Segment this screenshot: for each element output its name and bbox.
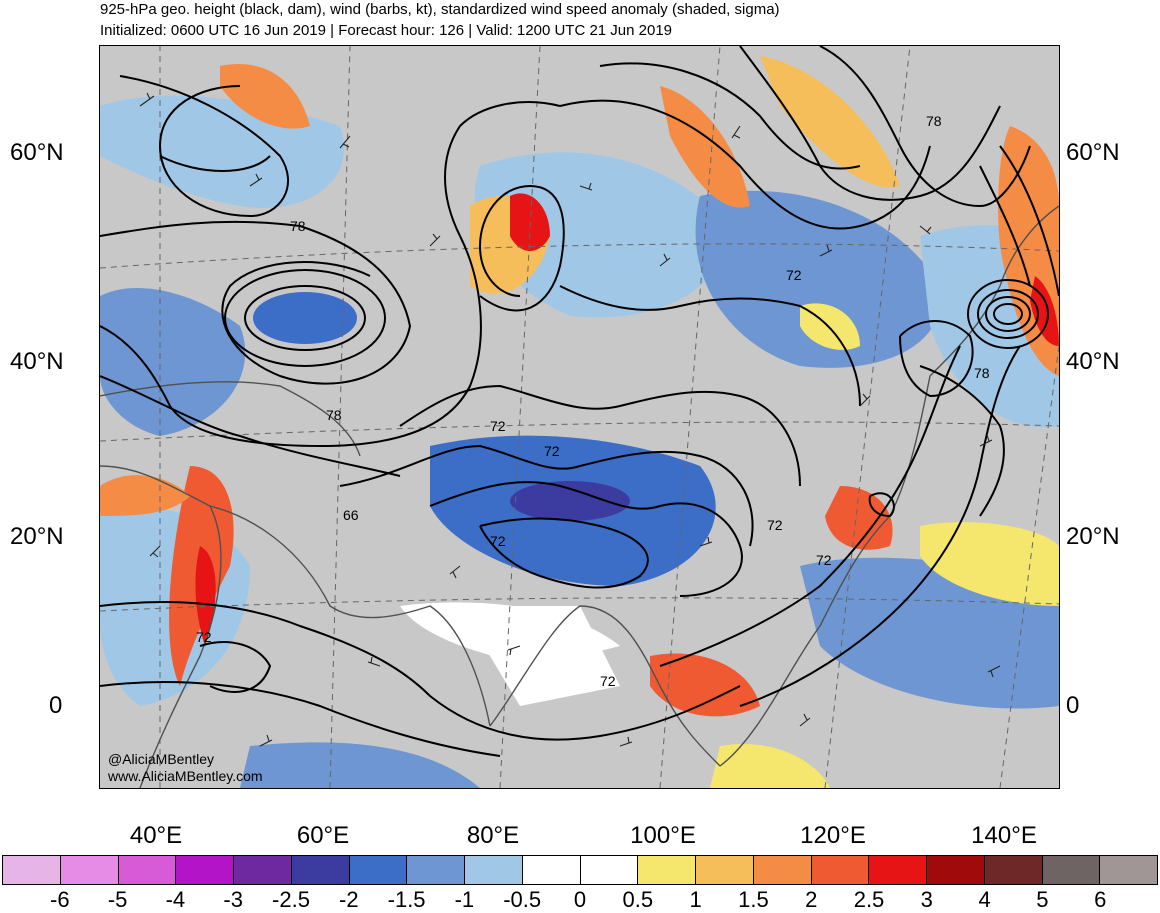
anomaly-shading [100, 56, 1059, 788]
lon-label: 140°E [971, 822, 1037, 849]
lon-label: 40°E [129, 822, 183, 849]
colorbar-label: -4 [165, 887, 186, 912]
credit-site: www.AliciaMBentley.com [108, 768, 263, 784]
contour-label: 78 [974, 365, 990, 381]
colorbar-label: 4 [978, 887, 991, 912]
lat-label-left: 20°N [10, 523, 64, 550]
colorbar-segment [3, 856, 61, 884]
contour-label: 78 [926, 113, 942, 129]
lon-label: 60°E [296, 822, 350, 849]
lat-label-left: 60°N [10, 139, 64, 166]
lon-label: 100°E [630, 822, 696, 849]
lon-label: 80°E [466, 822, 520, 849]
contour-label: 72 [196, 629, 212, 645]
lat-label-left: 0 [49, 692, 63, 719]
colorbar-label: 0 [573, 887, 587, 912]
colorbar-label: 1 [689, 887, 702, 912]
colorbar-segment [407, 856, 465, 884]
colorbar-segment [638, 856, 696, 884]
colorbar-segment [927, 856, 985, 884]
colorbar-segment [811, 856, 870, 884]
lat-label-right: 20°N [1066, 523, 1120, 550]
colorbar-segment [60, 856, 119, 884]
colorbar [2, 855, 1158, 885]
colorbar-segment [1042, 856, 1101, 884]
height-contours [100, 46, 1059, 757]
chart-title: 925-hPa geo. height (black, dam), wind (… [100, 1, 780, 18]
contour-label: 78 [326, 407, 342, 423]
colorbar-label: 3 [920, 887, 933, 912]
colorbar-label: 0.5 [622, 887, 654, 912]
colorbar-segment [118, 856, 177, 884]
colorbar-segment [869, 856, 927, 884]
colorbar-label: -0.5 [503, 887, 542, 912]
colorbar-segment [984, 856, 1043, 884]
contour-label: 72 [816, 552, 832, 568]
colorbar-label: -1.5 [387, 887, 426, 912]
lon-label: 120°E [800, 822, 866, 849]
colorbar-label: 5 [1036, 887, 1049, 912]
colorbar-label: 1.5 [738, 887, 769, 912]
colorbar-label: 6 [1094, 887, 1107, 912]
contour-label: 66 [343, 507, 359, 523]
colorbar-segment [580, 856, 639, 884]
lat-label-left: 40°N [10, 348, 64, 375]
contour-label: 72 [786, 267, 802, 283]
lat-label-right: 0 [1066, 692, 1080, 719]
contour-labels: 78 78 78 78 72 72 72 72 72 72 72 72 66 [196, 113, 990, 689]
colorbar-segment [465, 856, 523, 884]
lat-label-right: 60°N [1066, 139, 1120, 166]
wind-barbs [139, 92, 1001, 747]
contour-label: 72 [544, 443, 560, 459]
colorbar-label: -2 [339, 887, 359, 912]
colorbar-segment [349, 856, 408, 884]
contour-label: 78 [290, 218, 306, 234]
colorbar-label: 2.5 [853, 887, 885, 912]
map-graphic: 78 78 78 78 72 72 72 72 72 72 72 72 66 [100, 46, 1059, 788]
colorbar-label: -6 [50, 887, 70, 912]
colorbar-label: -3 [223, 887, 243, 912]
colorbar-label: 2 [805, 887, 818, 912]
colorbar-label: -5 [107, 887, 128, 912]
lat-label-right: 40°N [1066, 348, 1120, 375]
colorbar-label: -1 [454, 887, 475, 912]
colorbar-segment [753, 856, 812, 884]
contour-label: 72 [490, 533, 506, 549]
colorbar-segment [176, 856, 234, 884]
chart-subtitle: Initialized: 0600 UTC 16 Jun 2019 | Fore… [100, 22, 673, 39]
contour-label: 72 [600, 673, 616, 689]
contour-label: 72 [767, 517, 783, 533]
colorbar-segment [1100, 856, 1157, 884]
colorbar-segment [522, 856, 581, 884]
contour-label: 72 [490, 418, 506, 434]
colorbar-segment [696, 856, 754, 884]
map-panel: 78 78 78 78 72 72 72 72 72 72 72 72 66 @… [99, 45, 1060, 789]
colorbar-segment [291, 856, 350, 884]
credit-handle: @AliciaMBentley [108, 751, 215, 767]
coastlines [100, 205, 1059, 788]
colorbar-label: -2.5 [272, 887, 310, 912]
colorbar-segment [234, 856, 292, 884]
